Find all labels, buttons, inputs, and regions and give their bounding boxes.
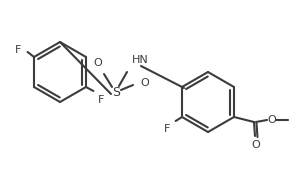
Text: O: O <box>140 78 149 88</box>
Text: HN: HN <box>132 55 149 65</box>
Text: O: O <box>268 115 276 125</box>
Text: F: F <box>98 95 105 105</box>
Text: F: F <box>164 124 171 134</box>
Text: O: O <box>252 140 260 150</box>
Text: S: S <box>112 86 120 98</box>
Text: O: O <box>94 58 102 68</box>
Text: F: F <box>15 45 22 55</box>
